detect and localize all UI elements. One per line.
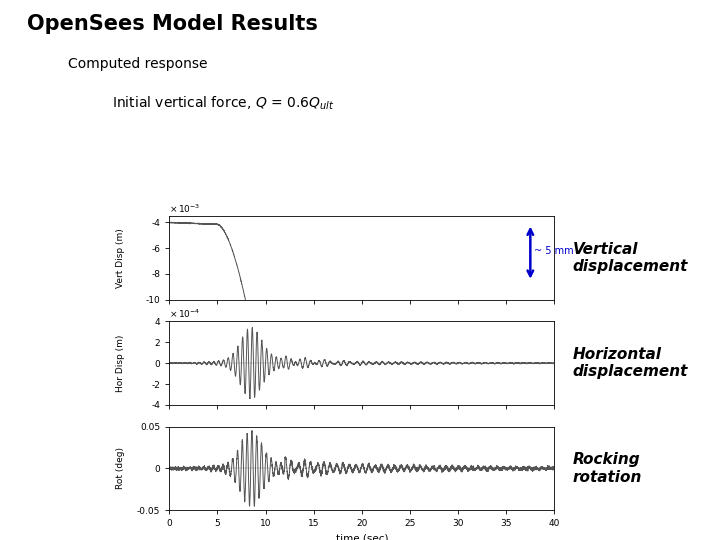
X-axis label: time (sec): time (sec) bbox=[336, 534, 388, 540]
Text: $\times\,10^{-3}$: $\times\,10^{-3}$ bbox=[169, 202, 200, 215]
Y-axis label: Hor Disp (m): Hor Disp (m) bbox=[116, 334, 125, 392]
Text: Initial vertical force, $Q$ = 0.6$Q_{ult}$: Initial vertical force, $Q$ = 0.6$Q_{ult… bbox=[112, 94, 334, 112]
Text: Vertical
displacement: Vertical displacement bbox=[572, 242, 688, 274]
Text: Rocking
rotation: Rocking rotation bbox=[572, 453, 642, 485]
Text: $\times\,10^{-4}$: $\times\,10^{-4}$ bbox=[169, 308, 201, 320]
Text: ~ 5 mm: ~ 5 mm bbox=[534, 246, 574, 256]
Text: OpenSees Model Results: OpenSees Model Results bbox=[27, 14, 318, 33]
Text: Horizontal
displacement: Horizontal displacement bbox=[572, 347, 688, 379]
Y-axis label: Vert Disp (m): Vert Disp (m) bbox=[116, 228, 125, 288]
Y-axis label: Rot (deg): Rot (deg) bbox=[116, 448, 125, 489]
Text: Computed response: Computed response bbox=[68, 57, 208, 71]
